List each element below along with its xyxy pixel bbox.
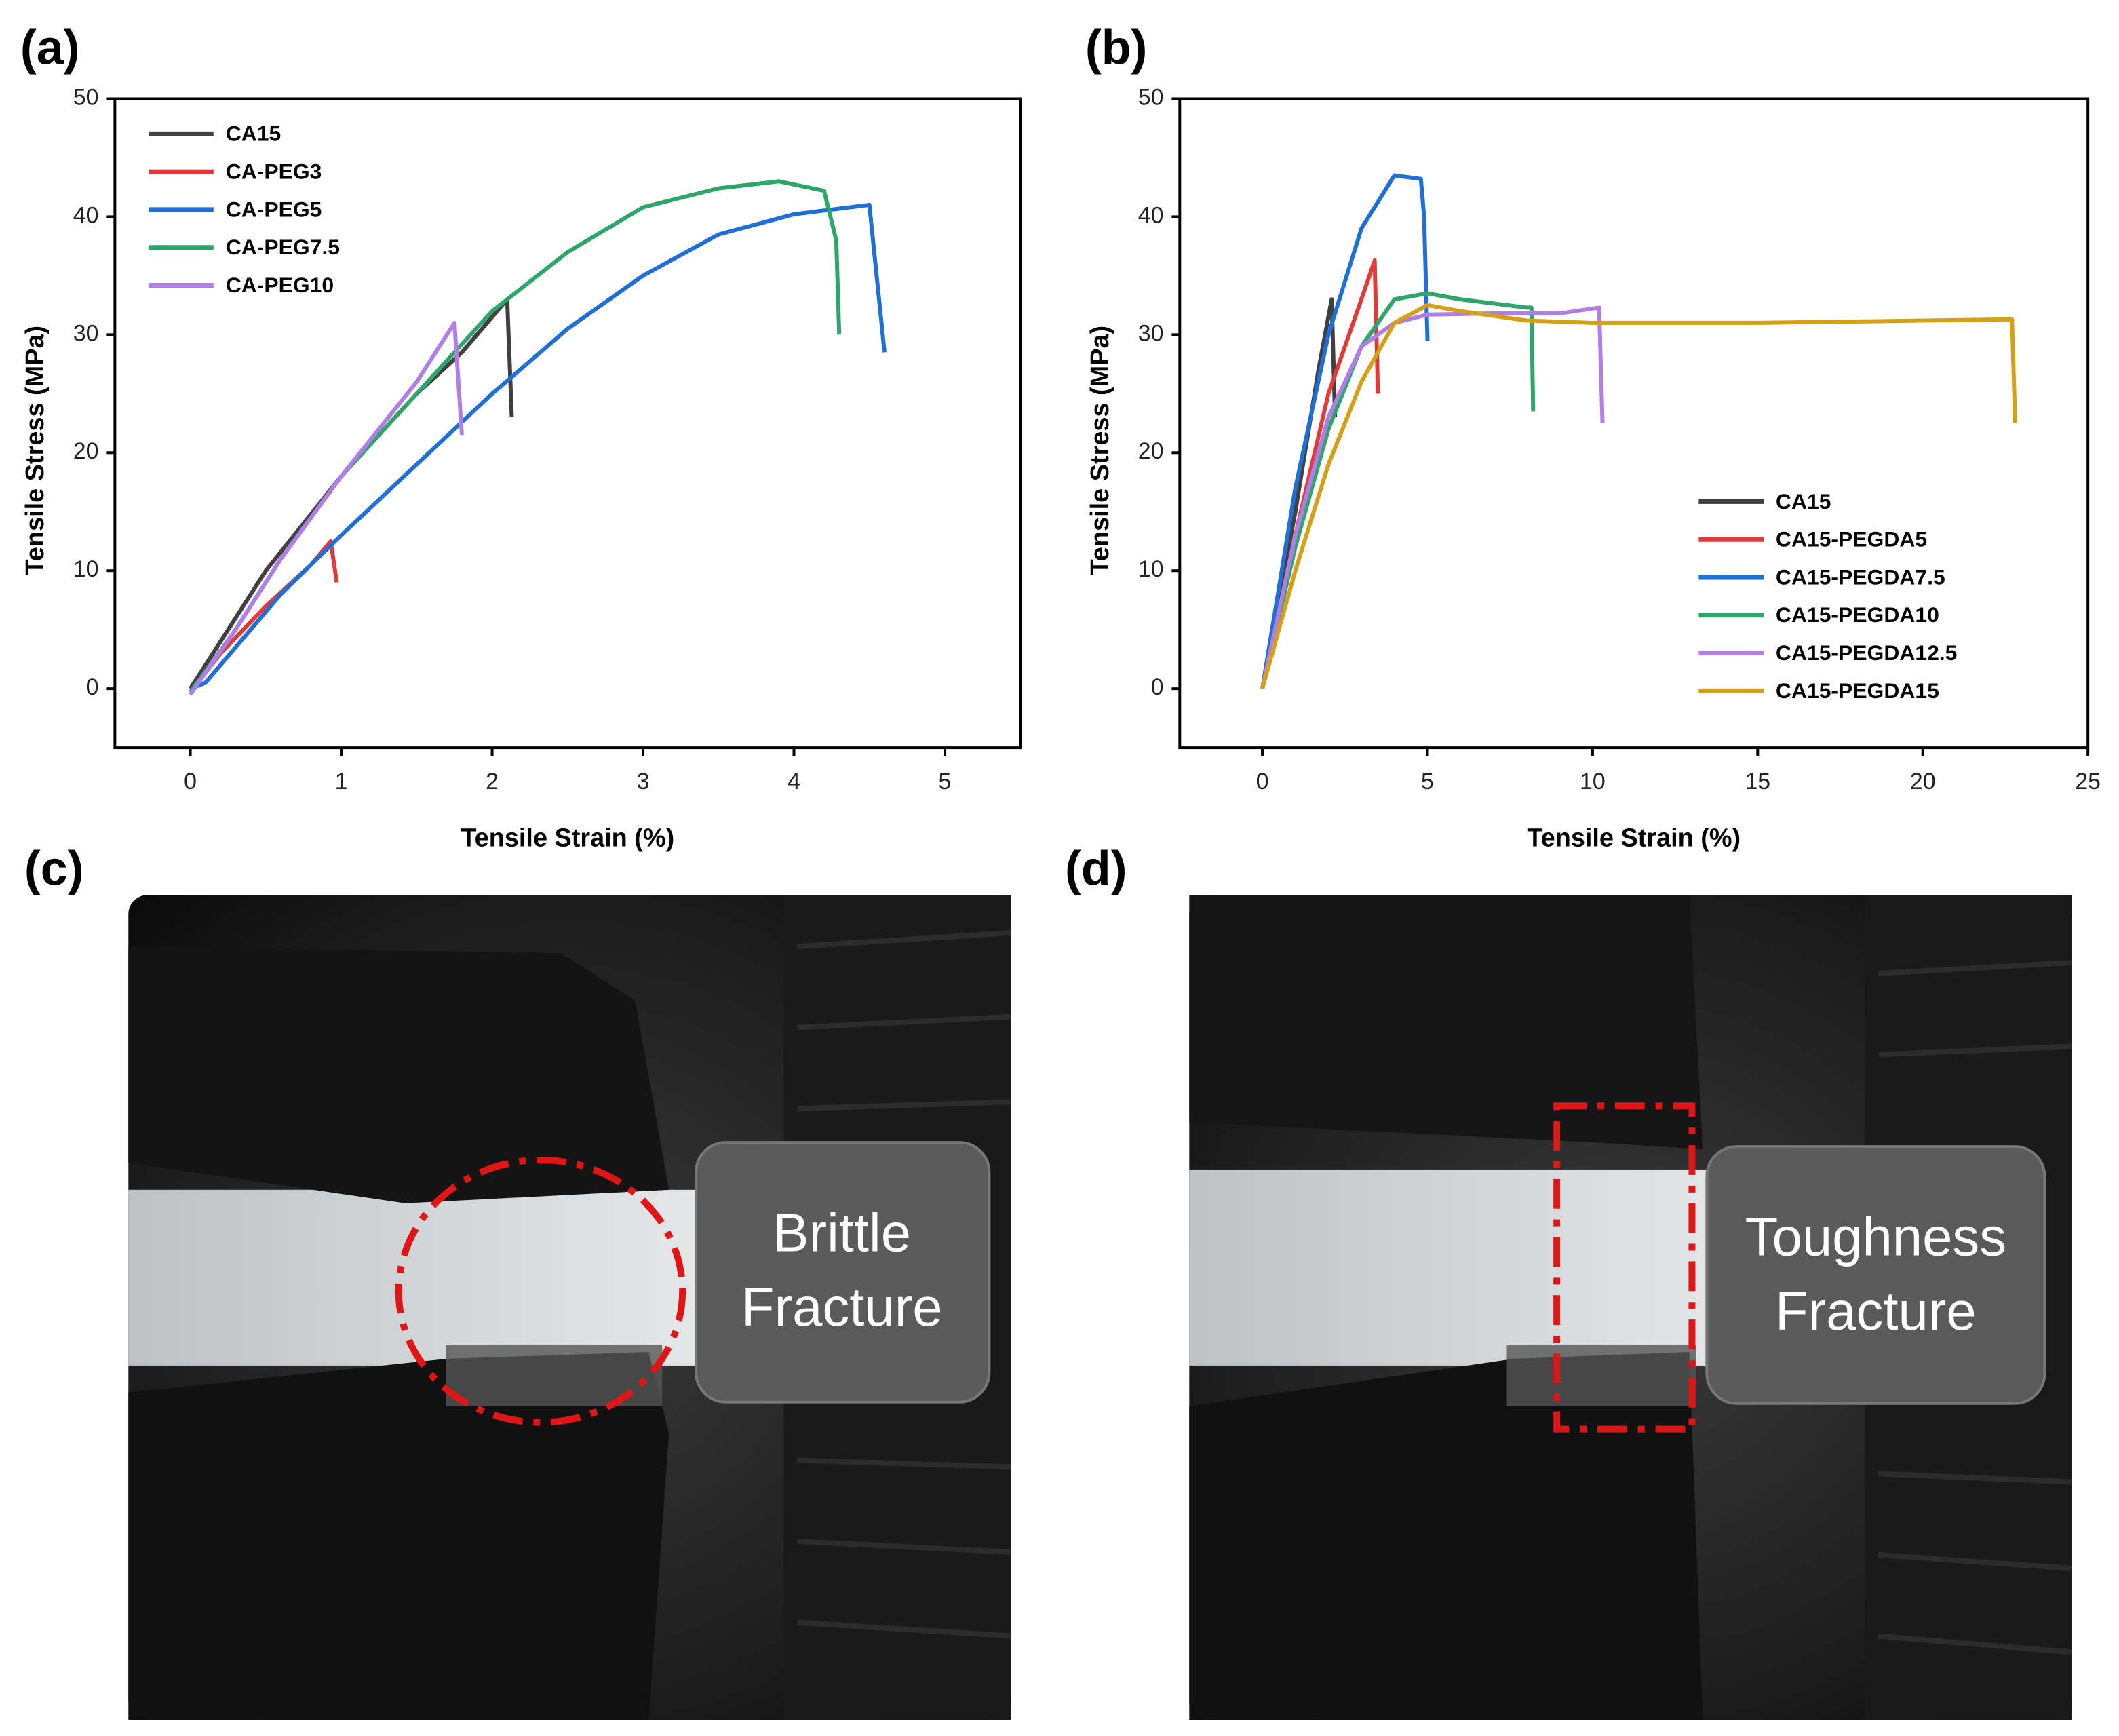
x-axis-label: Tensile Strain (%) [1527,824,1741,853]
plot-frame [113,97,1022,750]
panel-label: (a) [20,21,80,75]
y-tick-label: 30 [73,320,99,346]
legend-label: CA15-PEGDA7.5 [1776,564,1945,589]
x-tick-label: 2 [486,769,499,794]
x-tick-label: 20 [1910,769,1936,794]
y-tick-label: 50 [1138,84,1164,110]
legend-label: CA15-PEGDA15 [1776,678,1939,703]
panel-label: (c) [24,841,84,895]
data-line [1260,291,1536,689]
y-tick-label: 20 [1138,438,1164,464]
x-tick-label: 5 [939,769,952,794]
data-line [1260,297,1338,689]
y-tick-label: 20 [73,438,99,464]
data-line [189,297,514,690]
x-tick-label: 4 [788,769,800,794]
legend-label: CA15-PEGDA12.5 [1776,640,1957,665]
data-line [189,320,464,696]
photo [1189,895,2072,1720]
legend-label: CA-PEG5 [226,197,322,221]
data-line [1260,303,2017,690]
x-tick-label: 25 [2075,769,2101,794]
legend-label: CA15-PEGDA5 [1776,527,1927,552]
x-tick-label: 5 [1421,769,1434,794]
x-axis-label: Tensile Strain (%) [461,824,674,853]
y-tick-label: 50 [73,84,99,110]
y-tick-label: 40 [73,202,99,228]
data-line [1260,173,1430,689]
legend-label: CA-PEG3 [226,159,322,184]
photo-caption: Toughness [1745,1207,2006,1267]
y-tick-label: 10 [73,556,99,582]
photo-caption: Fracture [1775,1281,1977,1341]
x-tick-label: 0 [1256,769,1269,794]
x-tick-label: 3 [637,769,650,794]
x-tick-label: 15 [1745,769,1770,794]
legend-label: CA-PEG7.5 [226,235,340,259]
y-tick-label: 40 [1138,202,1164,228]
x-tick-label: 1 [335,769,348,794]
x-tick-label: 10 [1580,769,1606,794]
y-tick-label: 0 [1151,674,1164,700]
y-tick-label: 30 [1138,320,1164,346]
y-axis-label: Tensile Stress (MPa) [21,326,50,575]
legend-label: CA15 [1776,489,1831,514]
plot-frame [1178,97,2090,750]
legend-label: CA15 [226,121,281,146]
panel-label: (d) [1065,841,1127,895]
data-line [1260,305,1605,689]
panel-label: (b) [1085,21,1148,75]
legend-label: CA15-PEGDA10 [1776,602,1939,627]
y-axis-label: Tensile Stress (MPa) [1086,326,1114,575]
x-tick-label: 0 [184,769,197,794]
photo-caption: Fracture [741,1277,943,1337]
y-tick-label: 0 [86,674,99,700]
photo [128,895,1011,1720]
y-tick-label: 10 [1138,556,1164,582]
data-line [189,202,887,691]
legend-label: CA-PEG10 [226,273,334,297]
photo-caption: Brittle [773,1203,911,1263]
